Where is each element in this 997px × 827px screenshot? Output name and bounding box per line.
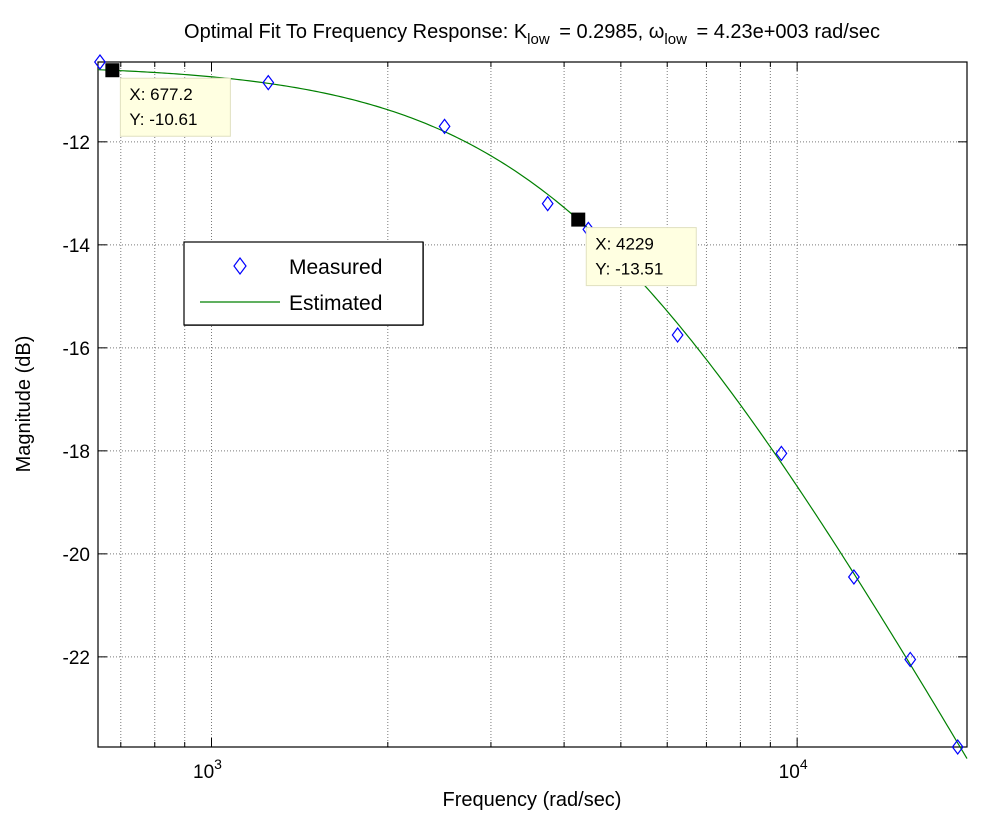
title-subscript-omega: low (664, 31, 687, 48)
measured-point (904, 651, 917, 668)
title-part-omega-value: = 4.23e+003 rad/sec (691, 21, 880, 43)
measured-point (541, 195, 554, 212)
measured-point (438, 118, 451, 135)
datatip-x-text: X: 677.2 (129, 85, 192, 104)
measured-point (775, 445, 788, 462)
y-tick-label: -12 (63, 133, 90, 154)
x-tick-label: 104 (779, 756, 808, 783)
estimated-line (97, 69, 968, 759)
title-omega-symbol: ω (649, 21, 665, 43)
legend: Measured Estimated (183, 241, 424, 326)
x-tick-label-exponent: 4 (800, 756, 808, 772)
axis-ticks (98, 62, 967, 747)
datatip-marker (571, 212, 586, 227)
datatip-y-text: Y: -10.61 (129, 110, 197, 129)
datatip-y-text: Y: -13.51 (595, 260, 663, 279)
datatips[interactable]: X: 677.2 Y: -10.61 X: 4229 Y: -13.51 (105, 63, 697, 287)
y-axis-label: Magnitude (dB) (13, 336, 35, 473)
measured-point (671, 326, 684, 343)
chart-title: Optimal Fit To Frequency Response: Klow … (184, 21, 880, 48)
plot-frame (97, 61, 968, 748)
y-tick-label: -14 (63, 236, 91, 257)
y-tick-label: -20 (63, 545, 90, 566)
datatip-box (119, 77, 231, 137)
legend-box (183, 241, 424, 326)
y-tick-label: -22 (63, 648, 90, 669)
grid (98, 62, 967, 747)
series (93, 54, 968, 759)
measured-point (951, 739, 964, 755)
legend-measured-label: Measured (289, 256, 382, 279)
measured-point (847, 569, 860, 586)
datatip-box (585, 227, 697, 287)
datatip-marker (105, 63, 120, 78)
legend-estimated-label: Estimated (289, 292, 382, 315)
measured-point (262, 74, 275, 91)
y-tick-label: -16 (63, 339, 90, 360)
measured-point (93, 54, 106, 70)
x-tick-label-exponent: 3 (214, 756, 222, 772)
y-tick-label: -18 (63, 442, 90, 463)
title-subscript-k: low (527, 31, 550, 48)
legend-entries: Measured Estimated (200, 256, 382, 315)
legend-measured-marker (233, 257, 247, 275)
x-axis-label: Frequency (rad/sec) (443, 789, 622, 811)
x-tick-label: 103 (193, 756, 222, 783)
x-tick-label-base: 10 (193, 762, 214, 783)
title-part-k-value: = 0.2985, (554, 21, 649, 43)
x-tick-label-base: 10 (779, 762, 800, 783)
title-part-prefix: Optimal Fit To Frequency Response: K (184, 21, 528, 43)
datatip-x-text: X: 4229 (595, 235, 654, 254)
